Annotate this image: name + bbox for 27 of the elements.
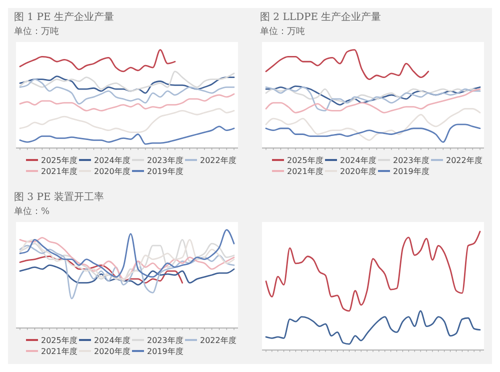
chart-title: 图 2 LLDPE 生产企业产量 (260, 11, 382, 23)
legend-label: 2025年度 (287, 156, 324, 165)
chart-title: 图 3 PE 装置开工率 (14, 191, 104, 203)
legend-label: 2022年度 (200, 336, 236, 345)
legend-label: 2025年度 (41, 156, 78, 165)
chart-subtitle: 单位：万吨 (260, 26, 305, 37)
chart-subtitle: 单位：% (14, 206, 50, 217)
legend-label: 2020年度 (94, 167, 130, 176)
legend-label: 2022年度 (200, 156, 236, 165)
legend-label: 2020年度 (340, 167, 376, 176)
chart-subtitle: 单位：万吨 (14, 26, 59, 37)
legend-label: 2023年度 (393, 156, 430, 165)
legend-label: 2024年度 (94, 156, 130, 165)
legend-label: 2020年度 (94, 347, 130, 356)
legend-label: 2019年度 (147, 167, 184, 176)
legend-label: 2024年度 (94, 336, 130, 345)
legend-label: 2021年度 (41, 347, 78, 356)
chart-title: 图 1 PE 生产企业产量 (14, 11, 114, 23)
legend-label: 2021年度 (41, 167, 78, 176)
legend-label: 2019年度 (147, 347, 184, 356)
legend-label: 2023年度 (147, 156, 184, 165)
legend-label: 2022年度 (446, 156, 482, 165)
legend-label: 2019年度 (393, 167, 430, 176)
legend-label: 2025年度 (41, 336, 78, 345)
legend-label: 2024年度 (340, 156, 376, 165)
legend-label: 2021年度 (287, 167, 324, 176)
legend-label: 2023年度 (147, 336, 184, 345)
